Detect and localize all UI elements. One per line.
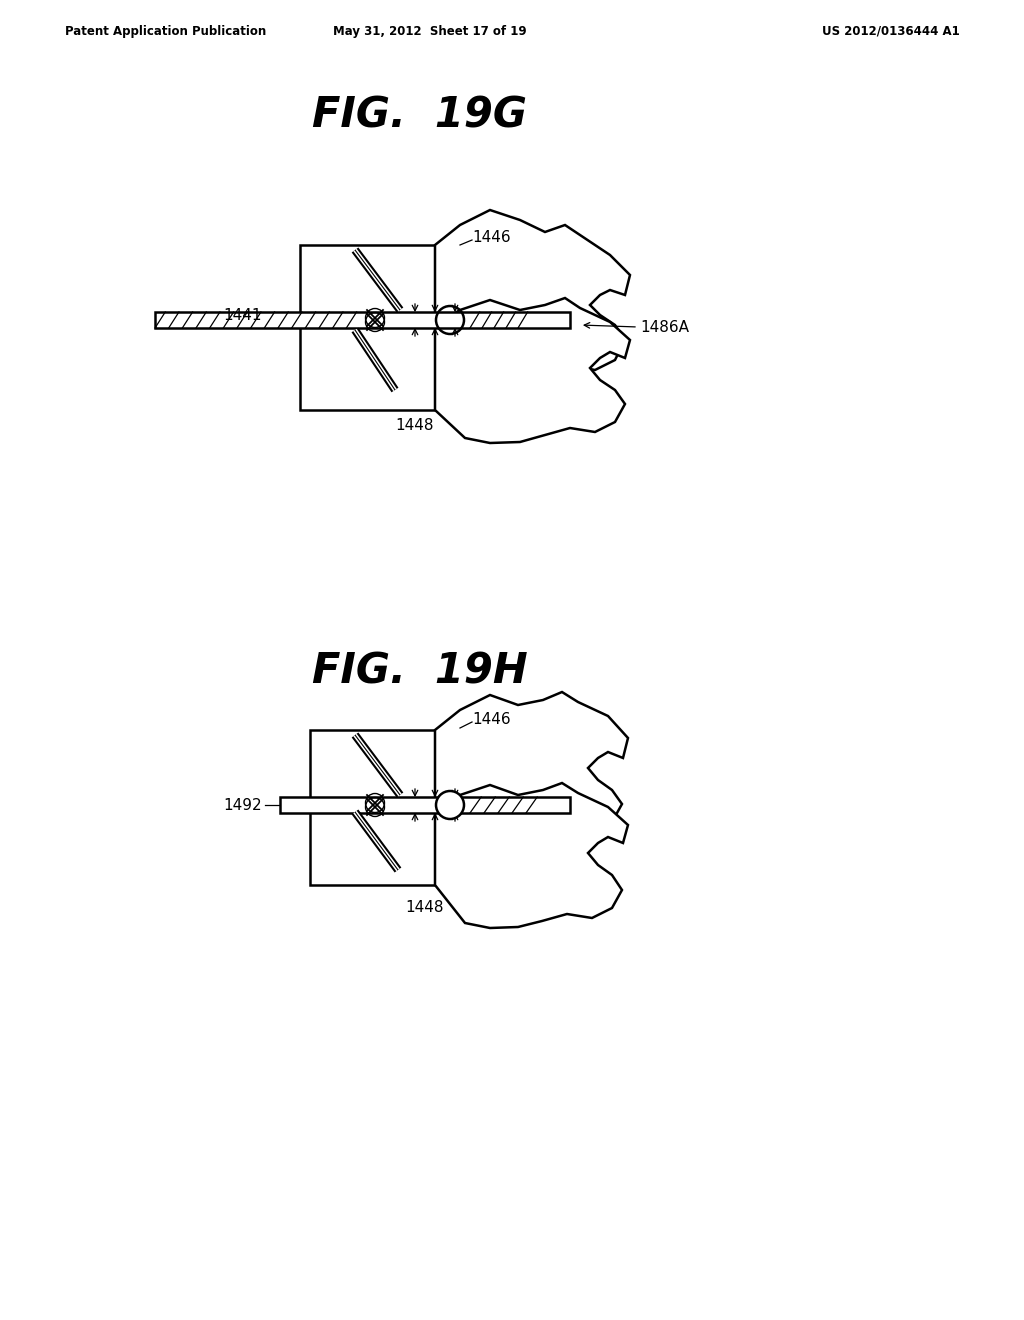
Text: 1441: 1441 <box>223 308 262 322</box>
Text: 1448: 1448 <box>406 900 444 916</box>
Text: 1486A: 1486A <box>640 319 689 334</box>
Circle shape <box>436 791 464 818</box>
Text: 1448: 1448 <box>395 417 434 433</box>
Text: 1446: 1446 <box>472 713 511 727</box>
Text: Patent Application Publication: Patent Application Publication <box>65 25 266 38</box>
Polygon shape <box>435 298 630 444</box>
Bar <box>300 246 435 315</box>
Bar <box>310 730 435 800</box>
Text: 1492: 1492 <box>223 797 262 813</box>
Polygon shape <box>435 783 628 928</box>
Text: FIG.  19G: FIG. 19G <box>312 95 527 137</box>
Text: FIG.  19H: FIG. 19H <box>312 649 528 692</box>
Text: May 31, 2012  Sheet 17 of 19: May 31, 2012 Sheet 17 of 19 <box>333 25 526 38</box>
Text: 1446: 1446 <box>472 231 511 246</box>
Bar <box>300 325 435 411</box>
Text: US 2012/0136444 A1: US 2012/0136444 A1 <box>822 25 961 38</box>
Polygon shape <box>435 210 630 385</box>
Bar <box>155 312 570 327</box>
Polygon shape <box>435 692 628 843</box>
Bar <box>310 810 435 884</box>
Bar <box>280 797 570 813</box>
